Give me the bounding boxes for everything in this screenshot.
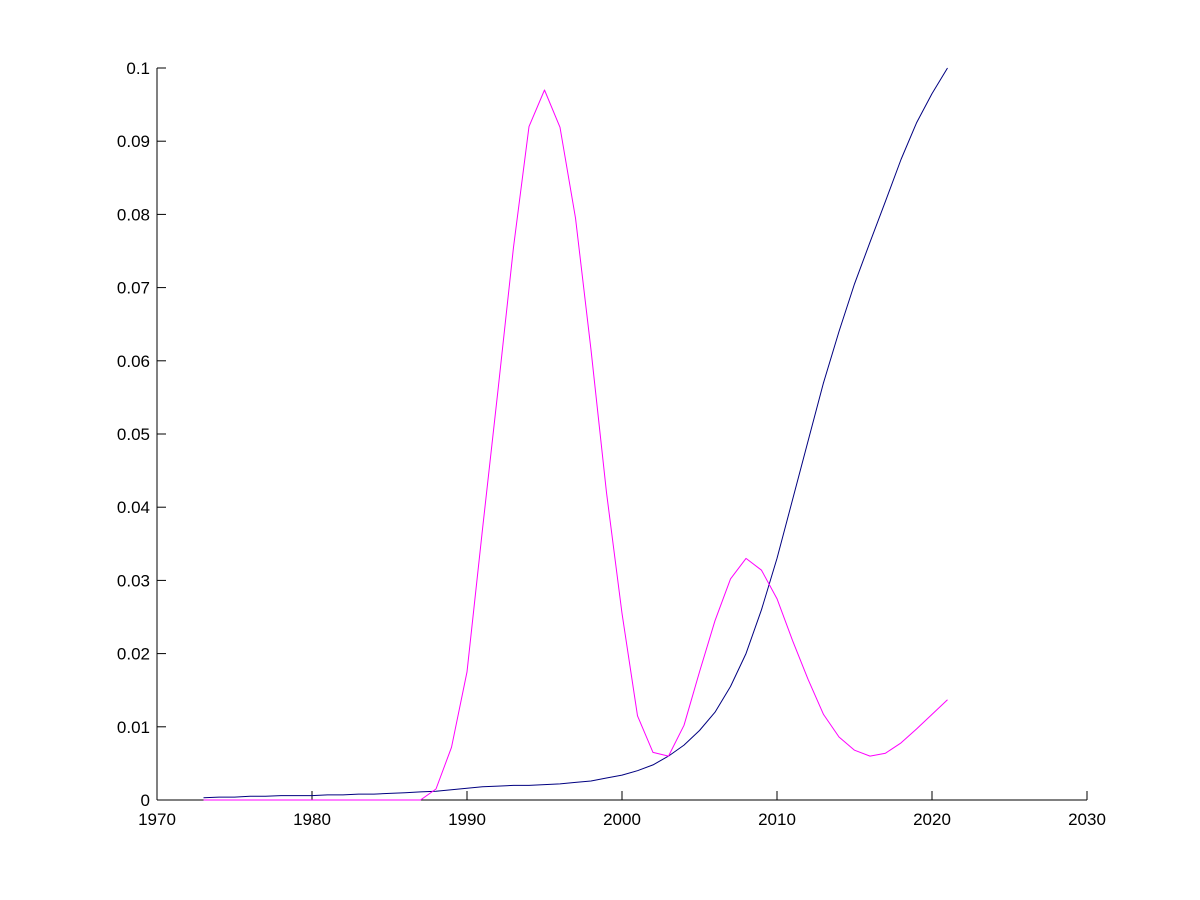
y-tick-label: 0.1 (126, 59, 150, 78)
series-line-1 (203, 67, 948, 799)
y-tick-label: 0.05 (117, 425, 150, 444)
y-tick-label: 0.06 (117, 352, 150, 371)
y-tick-label: 0.02 (117, 645, 150, 664)
y-tick-label: 0.09 (117, 132, 150, 151)
y-tick-label: 0.01 (117, 718, 150, 737)
x-tick-label: 2000 (603, 810, 641, 829)
y-axis-ticks: 0 0.01 0.02 0.03 0.04 0.05 0.06 0.07 0.08 0.09 0.1 (117, 59, 166, 810)
x-tick-label: 1970 (138, 810, 176, 829)
series-line-2 (203, 89, 948, 801)
series-layer (203, 67, 948, 801)
x-tick-label: 2010 (758, 810, 796, 829)
y-tick-label: 0 (141, 791, 150, 810)
y-tick-label: 0.04 (117, 498, 150, 517)
x-tick-label: 2030 (1068, 810, 1106, 829)
y-tick-label: 0.07 (117, 279, 150, 298)
y-tick-label: 0.08 (117, 205, 150, 224)
x-axis-ticks: 1970 1980 1990 2000 2010 2020 2030 (138, 791, 1106, 829)
y-tick-label: 0.03 (117, 571, 150, 590)
x-tick-label: 2020 (913, 810, 951, 829)
x-tick-label: 1990 (448, 810, 486, 829)
x-tick-label: 1980 (293, 810, 331, 829)
